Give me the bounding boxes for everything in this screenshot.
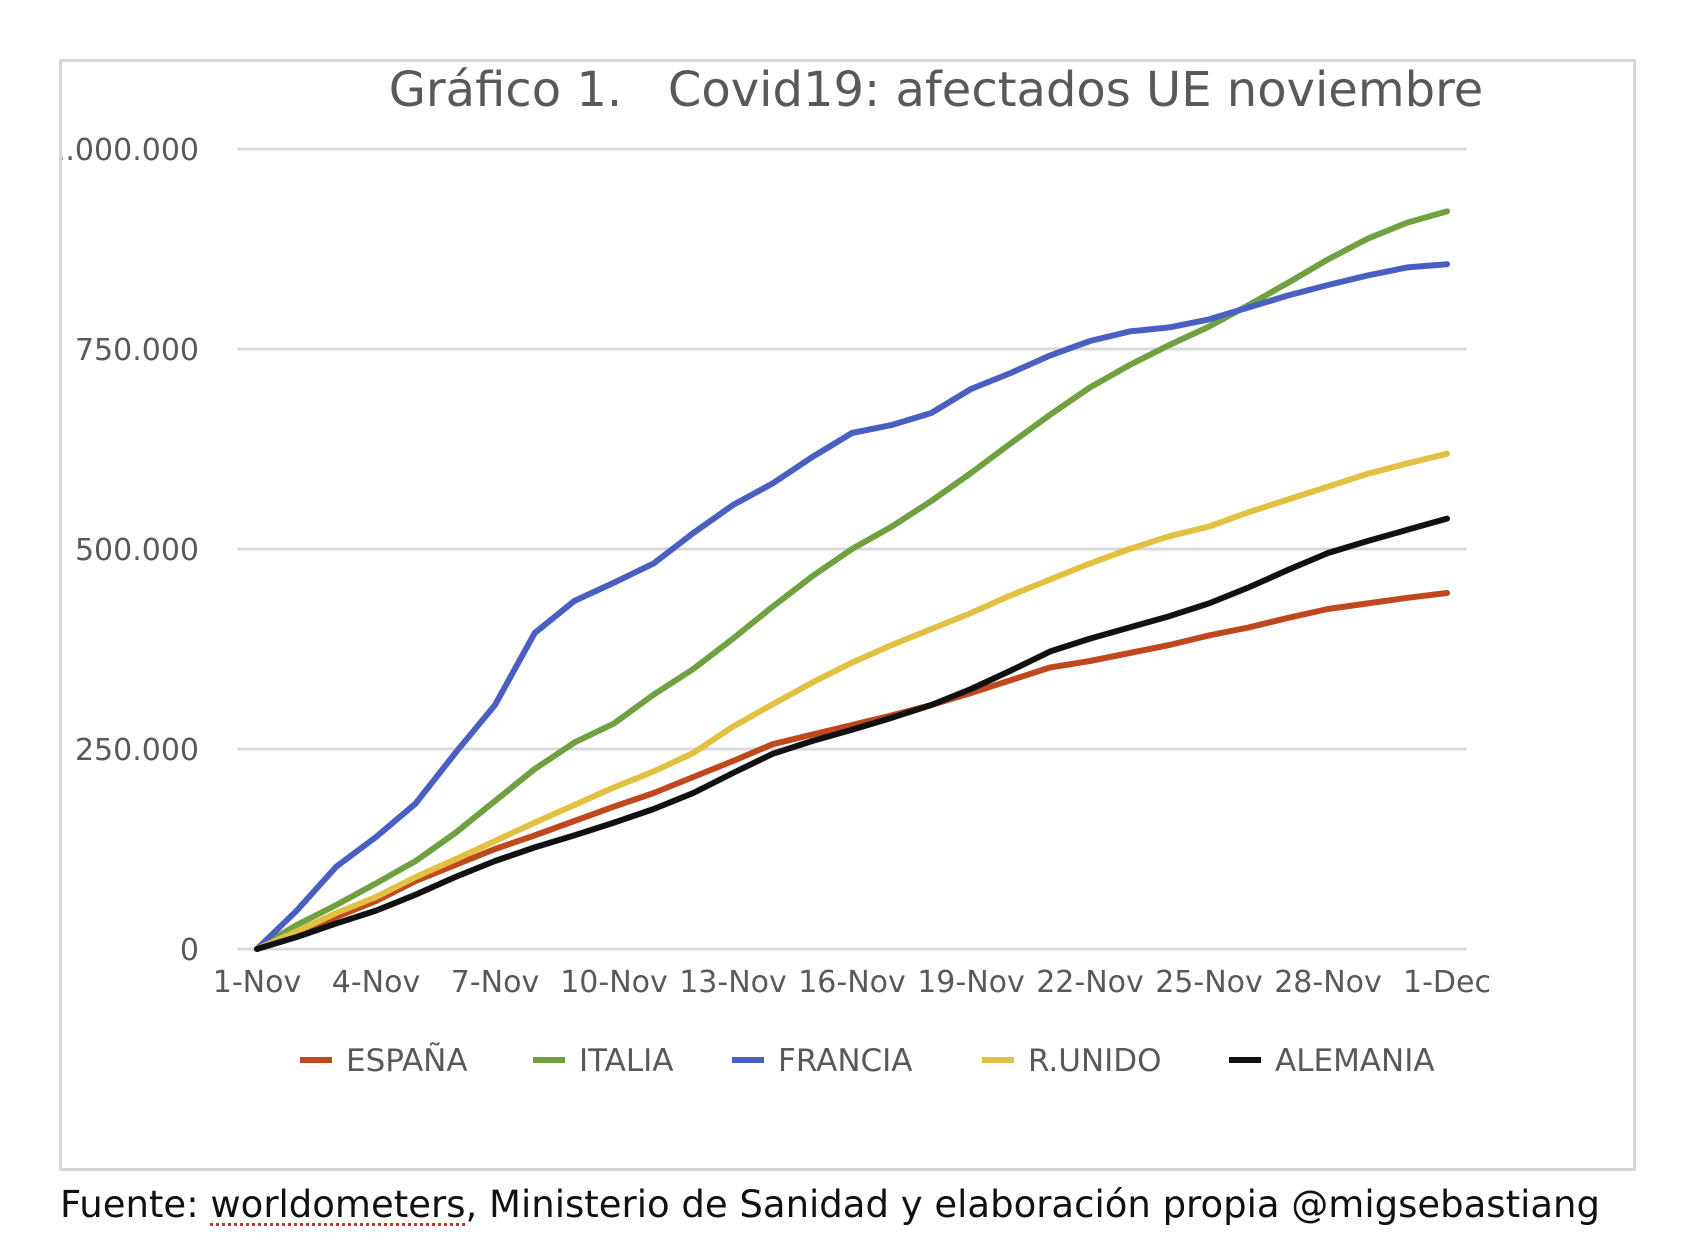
chart-title: Gráfico 1. Covid19: afectados UE noviemb… xyxy=(389,62,1484,118)
source-link-worldometers[interactable]: worldometers xyxy=(210,1183,466,1226)
x-tick-label: 1-Dec xyxy=(1403,965,1491,1000)
legend: ESPAÑA ITALIA FRANCIA R.UNIDO ALEMANIA xyxy=(300,1043,1435,1079)
x-tick-label: 25-Nov xyxy=(1155,965,1263,1000)
x-tick-label: 28-Nov xyxy=(1274,965,1382,1000)
legend-label: ESPAÑA xyxy=(346,1043,468,1079)
series-line-alemania xyxy=(254,515,1450,952)
legend-label: ALEMANIA xyxy=(1275,1043,1435,1079)
series-line-francia xyxy=(254,261,1450,952)
x-tick-label: 10-Nov xyxy=(560,965,668,1000)
x-tick-label: 16-Nov xyxy=(798,965,906,1000)
series-lines xyxy=(254,208,1450,952)
y-tick-label: 0 xyxy=(180,933,199,968)
chart-frame: Gráfico 1. Covid19: afectados UE noviemb… xyxy=(59,59,1636,1171)
legend-label: R.UNIDO xyxy=(1028,1043,1162,1079)
series-line-españa xyxy=(254,590,1450,952)
x-tick-label: 7-Nov xyxy=(451,965,539,1000)
source-suffix: , Ministerio de Sanidad y elaboración pr… xyxy=(465,1183,1600,1226)
x-tick-label: 22-Nov xyxy=(1036,965,1144,1000)
y-tick-label: 250.000 xyxy=(75,733,199,768)
x-tick-label: 19-Nov xyxy=(917,965,1025,1000)
x-tick-label: 1-Nov xyxy=(213,965,301,1000)
line-chart: Gráfico 1. Covid19: afectados UE noviemb… xyxy=(62,62,1491,1079)
source-prefix: Fuente: xyxy=(60,1183,211,1226)
source-note: Fuente: worldometers, Ministerio de Sani… xyxy=(60,1183,1600,1226)
x-tick-label: 13-Nov xyxy=(679,965,787,1000)
legend-label: FRANCIA xyxy=(778,1043,913,1079)
x-axis-ticks: 1-Nov 4-Nov 7-Nov 10-Nov 13-Nov 16-Nov 19-Nov 2… xyxy=(213,965,1491,1000)
y-tick-label: 1.000.000 xyxy=(62,133,199,168)
y-tick-label: 500.000 xyxy=(75,533,199,568)
y-tick-label: 750.000 xyxy=(75,333,199,368)
series-line-r-unido xyxy=(254,450,1450,952)
x-tick-label: 4-Nov xyxy=(332,965,420,1000)
legend-label: ITALIA xyxy=(579,1043,674,1079)
y-axis-ticks: 0 250.000 500.000 750.000 1.000.000 xyxy=(62,133,199,968)
